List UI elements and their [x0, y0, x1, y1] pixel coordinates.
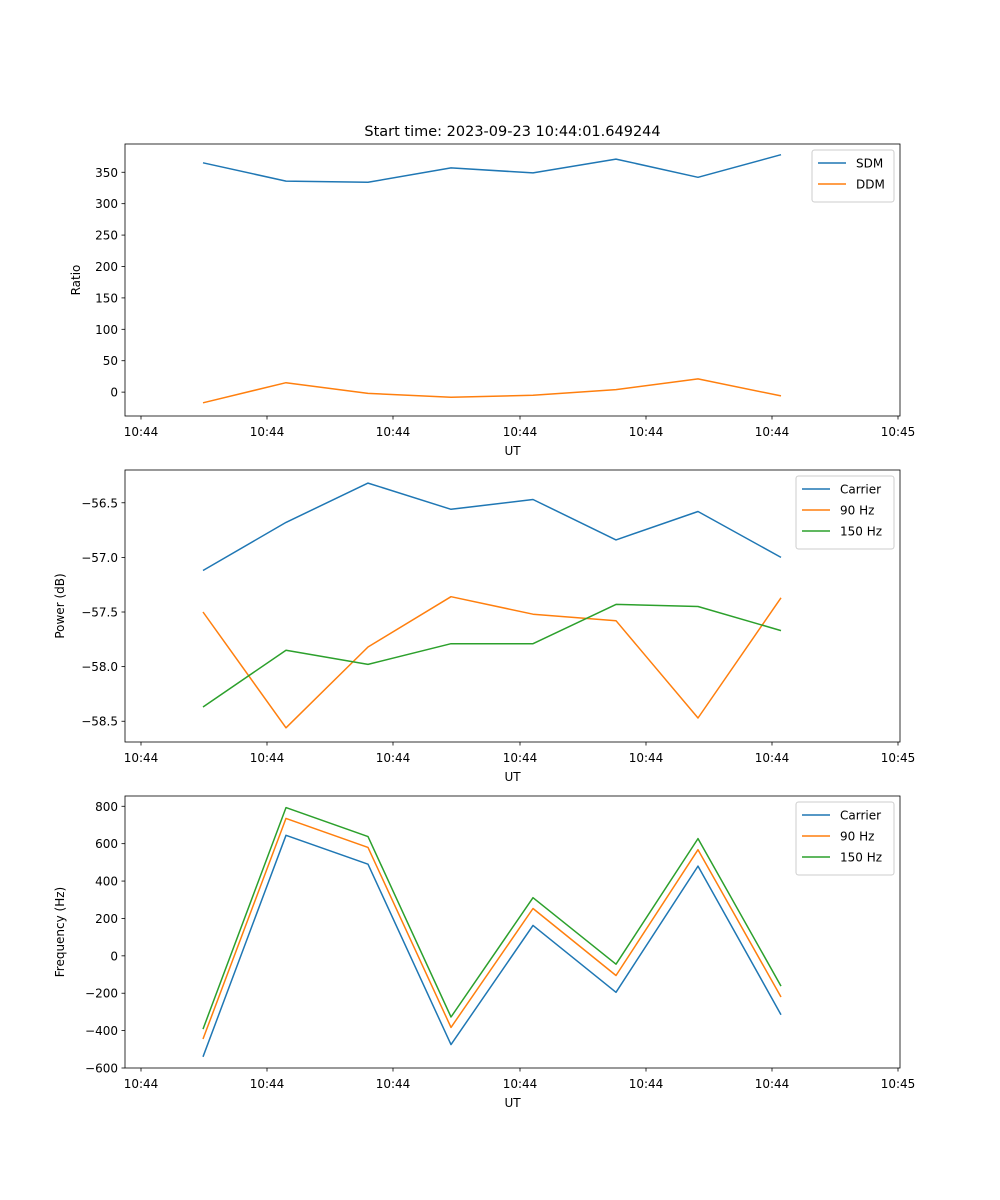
legend: Carrier 90 Hz 150 Hz: [795, 475, 895, 550]
x-axis-label: UT: [504, 770, 521, 784]
x-tick-label: 10:44: [755, 425, 790, 439]
chart-panel-3: −600 −400 −200 0 200 400 600 800 10:44 10:44 10:44…: [53, 795, 916, 1110]
x-tick-label: 10:44: [629, 425, 664, 439]
series-line-ddm: [202, 378, 782, 404]
x-tick-label: 10:44: [124, 1077, 159, 1091]
series-line-90-hz: [202, 595, 782, 729]
legend-entry: 90 Hz: [840, 830, 874, 844]
legend-entry: 90 Hz: [840, 504, 874, 518]
x-tick-label: 10:45: [881, 1077, 916, 1091]
x-tick-label: 10:44: [250, 751, 285, 765]
x-tick-label: 10:44: [503, 751, 538, 765]
y-tick-label: 0: [110, 386, 118, 400]
x-tick-label: 10:44: [503, 1077, 538, 1091]
y-tick-label: 600: [95, 837, 118, 851]
y-tick-label: 200: [95, 260, 118, 274]
legend-entry: DDM: [856, 178, 885, 192]
y-tick-label: 200: [95, 912, 118, 926]
x-tick-label: 10:44: [124, 751, 159, 765]
y-tick-label: −57.0: [81, 551, 118, 565]
y-tick-label: −58.0: [81, 660, 118, 674]
x-tick-label: 10:44: [755, 751, 790, 765]
x-tick-label: 10:44: [376, 425, 411, 439]
y-tick-label: 350: [95, 166, 118, 180]
y-tick-label: 800: [95, 800, 118, 814]
x-axis-label: UT: [504, 444, 521, 458]
y-tick-label: 250: [95, 229, 118, 243]
legend: SDM DDM: [811, 149, 895, 203]
axes-frame: [124, 469, 901, 743]
y-tick-label: 150: [95, 291, 118, 305]
chart-panel-2: −58.5 −58.0 −57.5 −57.0 −56.5 10:44 10:44 10:44…: [53, 469, 916, 784]
x-tick-label: 10:45: [881, 425, 916, 439]
x-tick-label: 10:44: [755, 1077, 790, 1091]
x-tick-label: 10:44: [376, 751, 411, 765]
y-axis-label: Frequency (Hz): [53, 887, 67, 978]
series-line-150-hz: [202, 806, 782, 1030]
y-tick-label: 100: [95, 323, 118, 337]
y-tick-label: 400: [95, 875, 118, 889]
legend: Carrier 90 Hz 150 Hz: [795, 801, 895, 876]
y-tick-label: −600: [85, 1062, 118, 1076]
y-tick-label: 300: [95, 197, 118, 211]
y-tick-label: −200: [85, 987, 118, 1001]
x-tick-label: 10:45: [881, 751, 916, 765]
x-tick-label: 10:44: [376, 1077, 411, 1091]
x-tick-label: 10:44: [250, 1077, 285, 1091]
legend-entry: 150 Hz: [840, 851, 882, 865]
x-tick-label: 10:44: [503, 425, 538, 439]
legend-entry: Carrier: [840, 809, 881, 823]
y-tick-label: −58.5: [81, 715, 118, 729]
y-tick-label: −56.5: [81, 496, 118, 510]
chart-panel-1: 0 50 100 150 200 250 300 350 10:44 10:44 10:44 10:4…: [69, 124, 915, 458]
series-line-150-hz: [202, 603, 782, 708]
axes-frame: [124, 143, 901, 417]
y-tick-label: −400: [85, 1024, 118, 1038]
axes-frame: [124, 795, 901, 1069]
y-tick-label: −57.5: [81, 606, 118, 620]
series-line-carrier: [202, 482, 782, 572]
y-axis-label: Power (dB): [53, 573, 67, 638]
chart-title: Start time: 2023-09-23 10:44:01.649244: [364, 124, 660, 140]
legend-entry: SDM: [856, 157, 883, 171]
series-line-carrier: [202, 834, 782, 1058]
y-axis-label: Ratio: [69, 265, 83, 296]
legend-entry: Carrier: [840, 483, 881, 497]
y-tick-label: 50: [103, 354, 118, 368]
x-tick-label: 10:44: [629, 751, 664, 765]
x-axis-label: UT: [504, 1096, 521, 1110]
series-line-sdm: [202, 153, 782, 184]
series-line-90-hz: [202, 817, 782, 1040]
y-tick-label: 0: [110, 949, 118, 963]
x-tick-label: 10:44: [629, 1077, 664, 1091]
x-tick-label: 10:44: [124, 425, 159, 439]
legend-entry: 150 Hz: [840, 525, 882, 539]
x-tick-label: 10:44: [250, 425, 285, 439]
